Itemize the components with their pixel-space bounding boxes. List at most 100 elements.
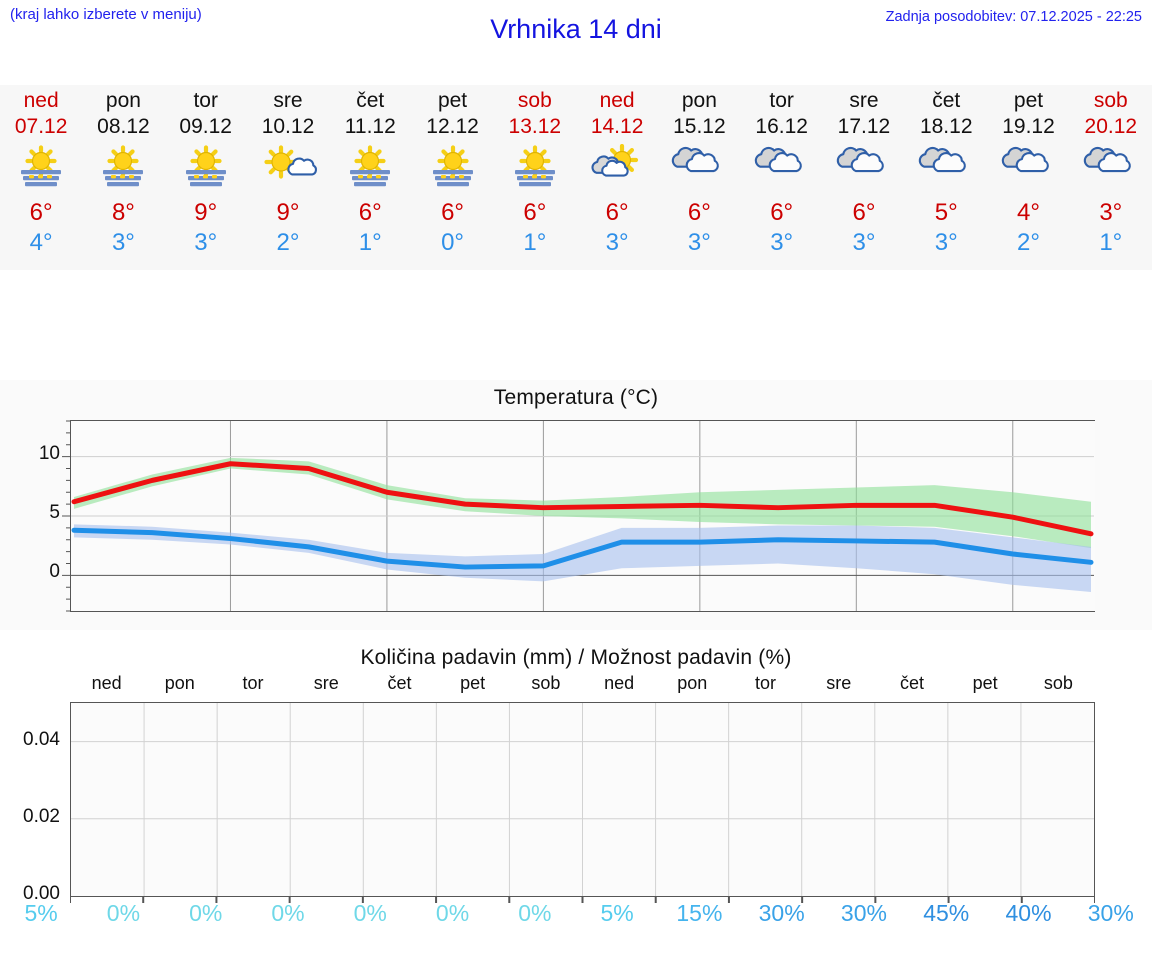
min-temperature: 3°: [111, 229, 135, 256]
forecast-day-13.12[interactable]: sob 13.12 6° 1°: [494, 85, 576, 270]
precipitation-y-tick: 0.00: [23, 883, 60, 904]
temperature-plot-area: [70, 420, 1095, 612]
date-label: 17.12: [837, 115, 891, 138]
precipitation-chart: Količina padavin (mm) / Možnost padavin …: [0, 640, 1152, 975]
forecast-day-08.12[interactable]: pon 08.12 8° 3°: [82, 85, 164, 270]
precipitation-chart-title: Količina padavin (mm) / Možnost padavin …: [360, 646, 792, 669]
day-of-week-label: sre: [849, 89, 879, 112]
day-of-week-label: čet: [356, 89, 385, 112]
precipitation-day-label: sre: [313, 673, 339, 693]
min-temperature: 1°: [1099, 229, 1123, 256]
last-updated: Zadnja posodobitev: 07.12.2025 - 22:25: [885, 9, 1142, 25]
page-header: (kraj lahko izberete v meniju) Vrhnika 1…: [0, 0, 1152, 62]
cloudy-icon: [831, 142, 897, 194]
date-label: 11.12: [344, 115, 396, 138]
min-temperature: 0°: [441, 229, 465, 256]
max-temperature: 6°: [605, 199, 629, 226]
forecast-day-15.12[interactable]: pon 15.12 6° 3°: [658, 85, 740, 270]
precipitation-day-label: sob: [1043, 673, 1073, 693]
precipitation-day-label: pet: [460, 673, 486, 693]
day-of-week-label: tor: [769, 89, 794, 112]
forecast-day-18.12[interactable]: čet 18.12 5° 3°: [905, 85, 987, 270]
forecast-day-19.12[interactable]: pet 19.12 4° 2°: [987, 85, 1069, 270]
temperature-y-tick: 0: [49, 561, 60, 583]
precipitation-series-svg: [71, 703, 1094, 896]
day-of-week-label: pon: [105, 89, 141, 112]
precipitation-y-tick: 0.02: [23, 805, 60, 827]
forecast-day-11.12[interactable]: čet 11.12 6° 1°: [329, 85, 411, 270]
day-of-week-label: sob: [517, 89, 552, 112]
forecast-day-20.12[interactable]: sob 20.12 3° 1°: [1070, 85, 1152, 270]
date-label: 19.12: [1002, 115, 1055, 138]
max-temperature: 8°: [111, 199, 135, 226]
precipitation-probability-row: 5% 0% 0% 0% 0% 0% 0% 5% 15% 30% 30% 45% 40% 30%: [0, 900, 1152, 927]
forecast-day-16.12[interactable]: tor 16.12 6° 3°: [741, 85, 823, 270]
date-label: 09.12: [179, 115, 232, 138]
date-label: 14.12: [590, 115, 644, 138]
min-temperature: 2°: [1017, 229, 1040, 256]
min-temperature: 1°: [358, 229, 382, 256]
cloudy-icon: [913, 142, 979, 194]
precipitation-axis-ticks: [70, 897, 1095, 903]
precipitation-day-label: pet: [972, 673, 998, 693]
sun-fog-icon: [420, 142, 486, 194]
day-of-week-label: ned: [23, 89, 59, 112]
min-temperature: 1°: [523, 229, 547, 256]
min-temperature: 3°: [605, 229, 629, 256]
forecast-day-14.12[interactable]: ned 14.12 6° 3°: [576, 85, 658, 270]
date-label: 15.12: [673, 115, 726, 138]
precipitation-probability: 0%: [106, 900, 141, 926]
date-label: 07.12: [14, 115, 68, 138]
max-temperature: 6°: [29, 199, 53, 226]
min-temperature: 3°: [687, 229, 711, 256]
forecast-strip: ned 07.12 6° 4° pon 08.12 8° 3° tor 09.12 9° 3° sre 1…: [0, 85, 1152, 270]
precipitation-probability: 30%: [1087, 900, 1134, 926]
forecast-day-12.12[interactable]: pet 12.12 6° 0°: [411, 85, 493, 270]
max-temperature: 3°: [1099, 199, 1123, 226]
day-of-week-label: pet: [1013, 89, 1044, 112]
day-of-week-label: sob: [1093, 89, 1128, 112]
cloudy-icon: [1078, 142, 1144, 194]
max-temperature: 6°: [687, 199, 711, 226]
precipitation-day-label: čet: [387, 673, 412, 693]
min-temperature: 2°: [276, 229, 300, 256]
day-of-week-label: pon: [681, 89, 717, 112]
precipitation-day-label: ned: [604, 673, 635, 693]
date-label: 16.12: [755, 115, 808, 138]
max-temperature: 6°: [358, 199, 382, 226]
sun-fog-icon: [90, 142, 156, 194]
cloudy-icon: [749, 142, 815, 194]
precipitation-day-label: čet: [899, 673, 924, 693]
sun-fog-icon: [173, 142, 239, 194]
max-temperature: 6°: [770, 199, 794, 226]
min-temperature: 4°: [29, 229, 53, 256]
forecast-day-10.12[interactable]: sre 10.12 9° 2°: [247, 85, 329, 270]
precipitation-probability: 0%: [189, 900, 223, 926]
precipitation-probability: 30%: [840, 900, 887, 926]
date-label: 12.12: [426, 115, 479, 138]
forecast-day-17.12[interactable]: sre 17.12 6° 3°: [823, 85, 905, 270]
precipitation-day-label: tor: [755, 673, 777, 693]
day-of-week-label: ned: [599, 89, 635, 112]
forecast-day-09.12[interactable]: tor 09.12 9° 3°: [165, 85, 247, 270]
forecast-day-07.12[interactable]: ned 07.12 6° 4°: [0, 85, 82, 270]
sun-behind-cloud-icon: [584, 142, 650, 194]
sun-small-cloud-icon: [255, 142, 321, 194]
date-label: 10.12: [261, 115, 315, 138]
precipitation-probability: 15%: [676, 900, 723, 926]
sun-fog-icon: [8, 142, 74, 194]
precipitation-probability: 0%: [353, 900, 387, 926]
temperature-y-tick: 5: [49, 502, 60, 523]
day-of-week-label: čet: [932, 89, 961, 112]
max-temperature: 9°: [194, 199, 218, 226]
precipitation-day-label: tor: [242, 673, 264, 693]
cloudy-icon: [996, 142, 1062, 194]
cloudy-icon: [666, 142, 732, 194]
precipitation-day-label: ned: [91, 673, 122, 693]
precipitation-probability: 0%: [435, 900, 470, 926]
precipitation-probability: 5%: [24, 900, 58, 926]
precipitation-plot-area: [70, 702, 1095, 897]
max-temperature: 5°: [934, 199, 958, 226]
min-temperature: 3°: [770, 229, 794, 256]
max-temperature: 6°: [852, 199, 876, 226]
